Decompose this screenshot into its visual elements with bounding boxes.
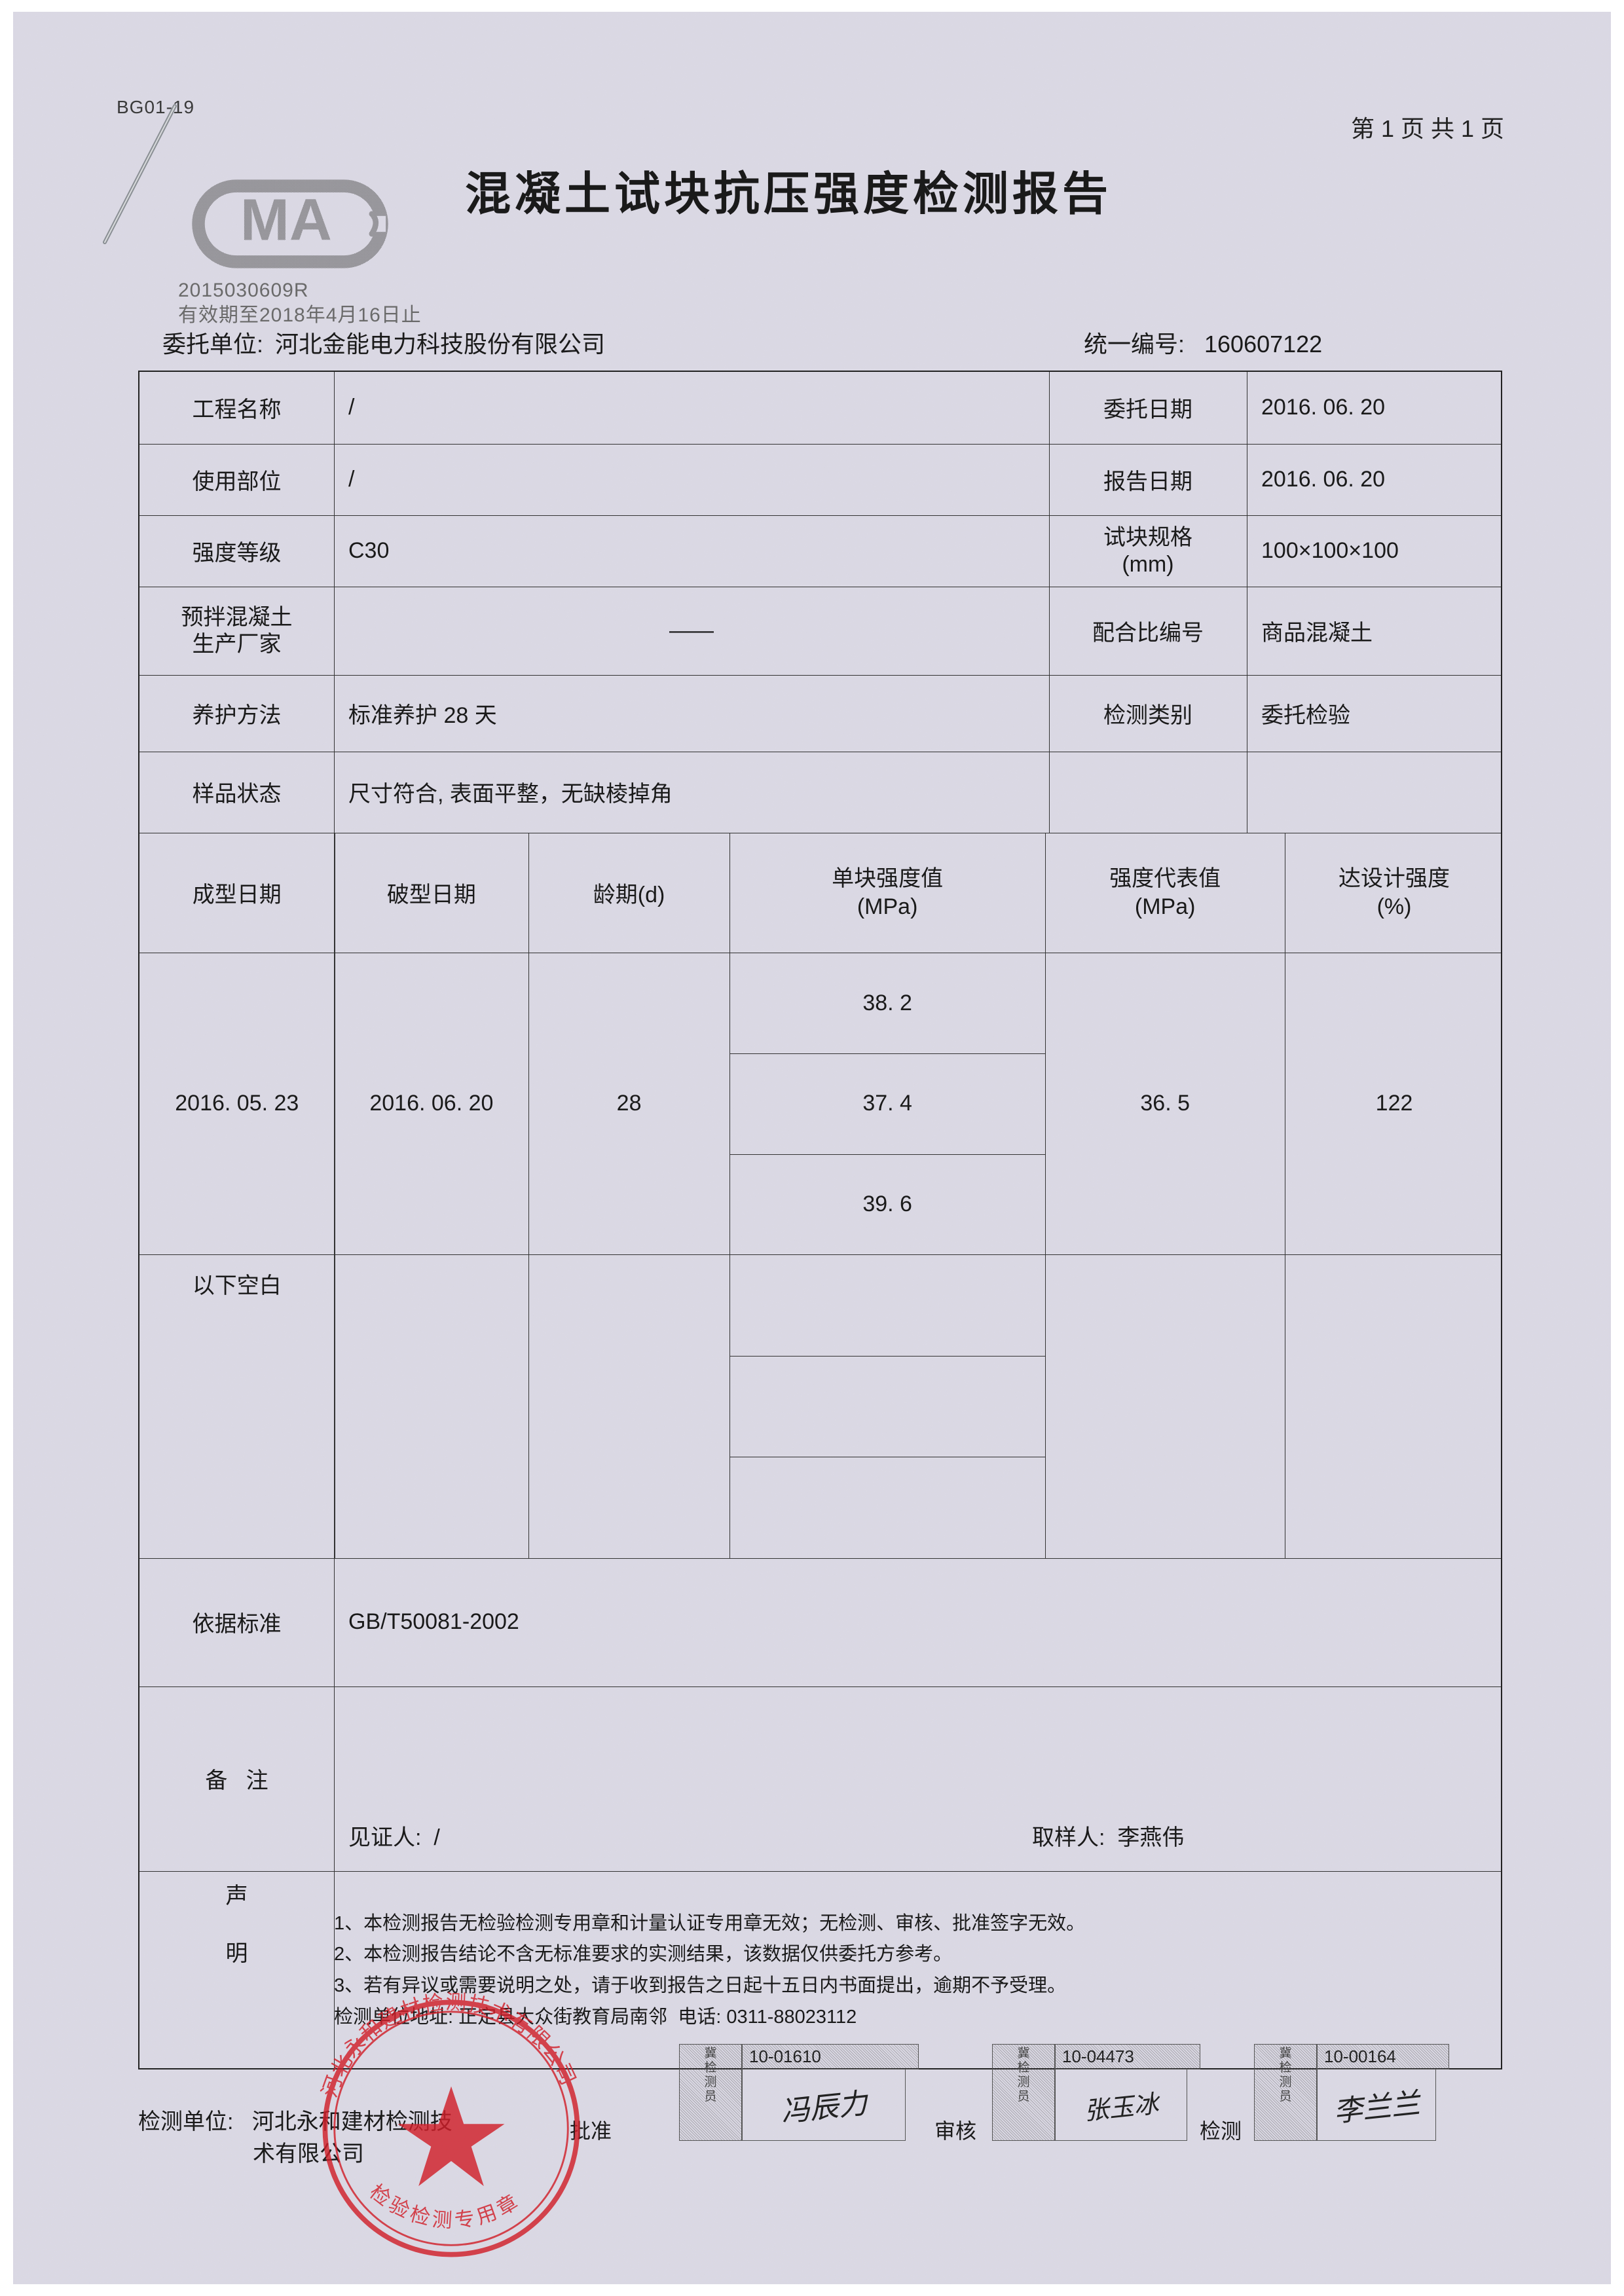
svg-text:MA: MA: [240, 187, 332, 253]
svg-text:检验检测专用章: 检验检测专用章: [365, 2180, 525, 2232]
svg-text:河北永和建材检测技术有限公司: 河北永和建材检测技术有限公司: [318, 1990, 581, 2100]
